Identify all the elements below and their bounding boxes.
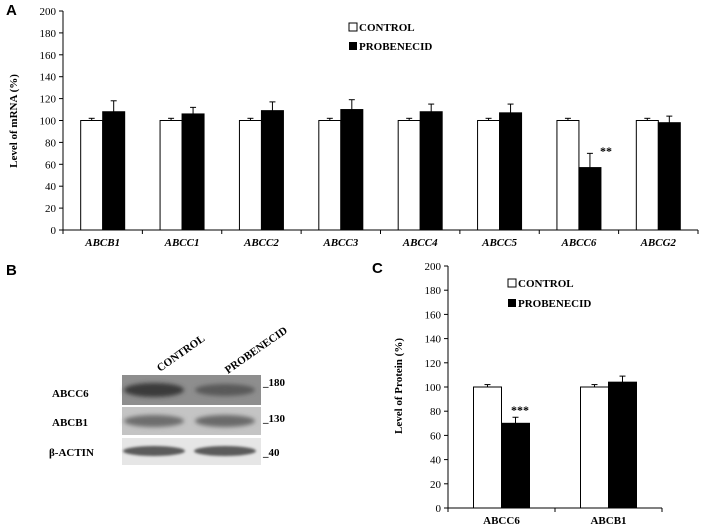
panel-letter-c: C — [372, 260, 383, 277]
western-blot: CONTROL PROBENECID ABCC6 ABCB1 β-ACTIN _… — [49, 325, 290, 465]
chartA-bar-control — [556, 120, 580, 231]
chartA-bar-probenecid — [260, 110, 284, 231]
blot-label-actin: β-ACTIN — [49, 447, 94, 459]
chart-a-legend: CONTROL PROBENECID — [348, 22, 432, 53]
chartA-bar-probenecid — [578, 167, 602, 231]
legend-c-control-swatch — [507, 278, 517, 288]
chartA-ytick-label: 120 — [40, 94, 57, 106]
chartA-ytick-label: 40 — [45, 181, 57, 193]
chart-c: Level of Protein (%) 0 20 40 60 80 100 120 140 1… — [393, 261, 663, 527]
chartA-ytick-label: 180 — [40, 28, 57, 40]
chartC-error-bar — [619, 375, 626, 383]
chartC-ytick-label: 160 — [425, 309, 442, 321]
chartA-category-label: ABCC6 — [561, 237, 597, 249]
panel-letter-b: B — [6, 262, 17, 279]
chartA-bar-probenecid — [499, 112, 523, 231]
chartA-ytick-label: 60 — [45, 159, 57, 171]
chartA-bar-probenecid — [657, 122, 681, 231]
chartA-error-bar — [507, 103, 514, 113]
chart-c-ylabel: Level of Protein (%) — [393, 338, 405, 434]
chartA-category-label: ABCC3 — [322, 237, 358, 249]
chartA-bar-control — [318, 120, 342, 231]
chartC-ytick-label: 120 — [425, 358, 442, 370]
chartA-ytick-label: 100 — [40, 116, 57, 128]
chartC-ytick-label: 60 — [430, 430, 442, 442]
chartA-bar-control — [635, 120, 659, 231]
chartA-category-label: ABCC2 — [243, 237, 279, 249]
chartA-bar-probenecid — [181, 113, 205, 231]
legend-c-probenecid-label: PROBENECID — [518, 298, 591, 310]
chartA-bar-probenecid — [419, 111, 443, 231]
blot-strip-actin — [122, 438, 261, 465]
chartC-bar-control — [580, 386, 609, 509]
chartA-bar-control — [477, 120, 501, 231]
chartC-ytick-label: 140 — [425, 334, 442, 346]
blot-column-probenecid: PROBENECID — [223, 325, 290, 377]
chartC-ytick-label: 180 — [425, 285, 442, 297]
chartA-bar-control — [159, 120, 183, 231]
chart-a: Level of mRNA (%) 0 20 40 60 80 100 120 140 160 1… — [8, 6, 699, 249]
legend-control-swatch — [348, 22, 358, 32]
chart-a-significance-abcc6: ** — [600, 144, 612, 158]
chartC-ytick-label: 80 — [430, 406, 442, 418]
blot-strip-abcc6 — [122, 375, 261, 405]
legend-probenecid-label: PROBENECID — [359, 41, 432, 53]
chartA-error-bar — [190, 106, 197, 114]
chartC-category-label: ABCC6 — [483, 515, 520, 527]
chartA-error-bar — [666, 115, 673, 123]
chartA-bar-probenecid — [340, 109, 364, 231]
chartA-ytick-label: 80 — [45, 137, 57, 149]
chartA-ytick-label: 140 — [40, 72, 57, 84]
chartA-bar-control — [238, 120, 262, 231]
chart-c-significance-abcc6: *** — [511, 403, 529, 417]
chartC-bar-probenecid — [501, 422, 530, 509]
chartC-ytick-label: 200 — [425, 261, 442, 273]
blot-strip-abcb1 — [122, 407, 261, 435]
chartA-error-bar — [586, 152, 593, 168]
chartC-bar-control — [473, 386, 502, 509]
chartC-error-bar — [512, 416, 519, 424]
chartA-category-label: ABCC1 — [164, 237, 200, 249]
chartA-bar-probenecid — [102, 111, 126, 231]
blot-label-abcc6: ABCC6 — [52, 388, 89, 400]
chartA-error-bar — [110, 100, 117, 112]
blot-marker-180: _180 — [262, 377, 286, 389]
chartC-ytick-label: 20 — [430, 479, 442, 491]
blot-marker-130: _130 — [262, 413, 286, 425]
legend-control-label: CONTROL — [359, 22, 415, 34]
chartA-bar-control — [80, 120, 104, 231]
chartC-ytick-label: 100 — [425, 382, 442, 394]
chartA-category-label: ABCC4 — [402, 237, 438, 249]
chartC-bar-probenecid — [608, 381, 637, 509]
legend-c-control-label: CONTROL — [518, 278, 574, 290]
legend-c-probenecid-swatch — [508, 299, 516, 307]
chartA-category-label: ABCC5 — [481, 237, 517, 249]
chartA-ytick-label: 0 — [51, 225, 57, 237]
blot-marker-40: _40 — [262, 447, 280, 459]
blot-label-abcb1: ABCB1 — [52, 417, 88, 429]
legend-probenecid-swatch — [349, 42, 357, 50]
chartA-ytick-label: 200 — [40, 6, 57, 18]
chartA-error-bar — [269, 101, 276, 111]
chartA-category-label: ABCB1 — [84, 237, 120, 249]
blot-column-control: CONTROL — [155, 333, 207, 375]
chart-a-ylabel: Level of mRNA (%) — [8, 74, 20, 168]
chartC-ytick-label: 40 — [430, 455, 442, 467]
chartA-error-bar — [348, 99, 355, 110]
chartA-category-label: ABCG2 — [640, 237, 677, 249]
chartA-ytick-label: 20 — [45, 203, 57, 215]
panel-letter-a: A — [6, 2, 17, 19]
chartC-ytick-label: 0 — [436, 503, 442, 515]
chart-c-legend: CONTROL PROBENECID — [507, 278, 591, 310]
chartC-category-label: ABCB1 — [590, 515, 626, 527]
chartA-bar-control — [397, 120, 421, 231]
chartA-error-bar — [428, 103, 435, 112]
chartA-ytick-label: 160 — [40, 50, 57, 62]
